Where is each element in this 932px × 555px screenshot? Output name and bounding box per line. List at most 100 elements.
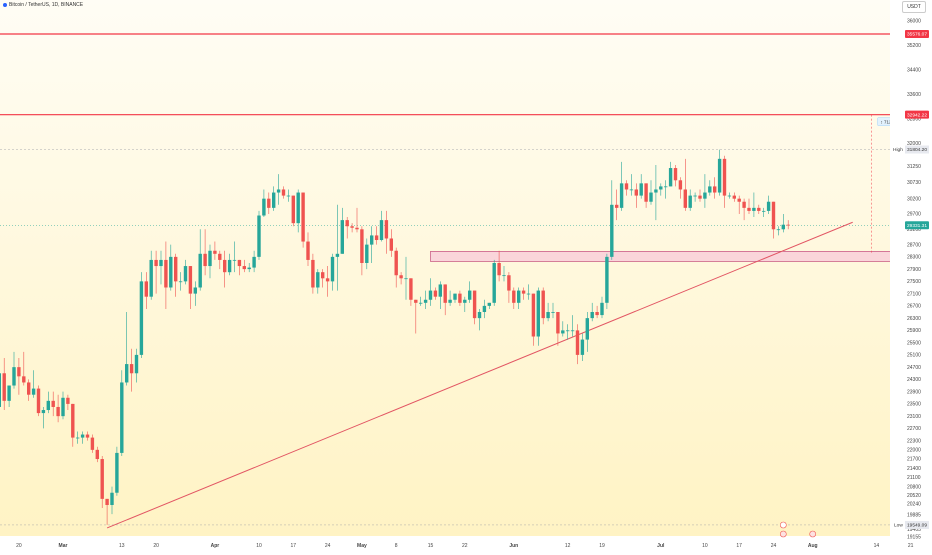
candle[interactable]	[296, 189, 300, 233]
candle[interactable]	[61, 391, 65, 420]
candle[interactable]	[629, 174, 634, 196]
candle[interactable]	[46, 391, 50, 414]
candle[interactable]	[335, 204, 340, 291]
candle[interactable]	[423, 290, 428, 309]
candle[interactable]	[634, 183, 638, 208]
candle[interactable]	[453, 293, 457, 303]
symbol-title[interactable]: Bitcoin / TetherUS, 1D, BINANCE	[3, 2, 83, 8]
candle[interactable]	[683, 158, 687, 211]
candle[interactable]	[752, 192, 756, 218]
candle[interactable]	[51, 391, 55, 417]
event-icon[interactable]	[779, 521, 787, 529]
candle[interactable]	[781, 213, 785, 233]
candle[interactable]	[31, 370, 36, 398]
candle[interactable]	[409, 278, 413, 306]
candle[interactable]	[472, 290, 477, 325]
candle[interactable]	[786, 220, 790, 230]
candle[interactable]	[624, 180, 629, 196]
candle[interactable]	[178, 272, 183, 291]
candle[interactable]	[556, 312, 560, 346]
candle[interactable]	[541, 287, 545, 325]
candle[interactable]	[129, 348, 134, 392]
candle[interactable]	[703, 174, 707, 208]
candle[interactable]	[154, 250, 158, 294]
candle[interactable]	[771, 201, 776, 239]
candle[interactable]	[717, 149, 722, 196]
candle[interactable]	[521, 287, 526, 300]
trendline[interactable]	[106, 221, 853, 529]
candle[interactable]	[664, 180, 668, 199]
candle[interactable]	[7, 385, 11, 407]
candle[interactable]	[732, 192, 736, 202]
candle[interactable]	[399, 272, 403, 285]
candle[interactable]	[12, 351, 16, 389]
candle[interactable]	[659, 183, 663, 196]
candle[interactable]	[448, 290, 452, 306]
candle[interactable]	[306, 232, 310, 267]
candle[interactable]	[188, 266, 193, 309]
candle[interactable]	[281, 186, 286, 199]
candle[interactable]	[713, 177, 717, 199]
candle[interactable]	[605, 253, 609, 309]
candle[interactable]	[2, 357, 6, 411]
candle[interactable]	[727, 192, 732, 199]
candle[interactable]	[379, 210, 384, 242]
flag-icon[interactable]	[779, 530, 787, 538]
candle[interactable]	[507, 272, 511, 303]
candle[interactable]	[291, 195, 295, 227]
candle[interactable]	[183, 259, 188, 285]
candle[interactable]	[673, 164, 678, 187]
candle[interactable]	[458, 290, 462, 306]
candle[interactable]	[404, 256, 408, 300]
candle[interactable]	[688, 189, 692, 211]
candle[interactable]	[71, 403, 75, 447]
candle[interactable]	[698, 189, 702, 202]
candle[interactable]	[428, 278, 433, 306]
candle[interactable]	[570, 315, 575, 337]
candle[interactable]	[272, 186, 276, 211]
candle[interactable]	[110, 486, 114, 515]
candle[interactable]	[619, 161, 624, 211]
candle[interactable]	[497, 250, 501, 282]
candle[interactable]	[17, 357, 21, 395]
candle[interactable]	[139, 272, 144, 358]
candle[interactable]	[487, 302, 491, 309]
candle[interactable]	[551, 302, 555, 319]
candle[interactable]	[267, 192, 271, 214]
candle[interactable]	[149, 250, 153, 300]
candle[interactable]	[316, 269, 320, 294]
candle[interactable]	[757, 204, 761, 214]
candle[interactable]	[95, 446, 99, 463]
candle[interactable]	[394, 247, 398, 288]
candle[interactable]	[722, 155, 727, 208]
candle[interactable]	[678, 177, 683, 199]
candle[interactable]	[232, 241, 237, 273]
candle[interactable]	[654, 164, 658, 221]
candle[interactable]	[546, 302, 550, 322]
candle[interactable]	[668, 161, 673, 187]
candle[interactable]	[742, 198, 746, 221]
candle[interactable]	[80, 431, 85, 444]
candle[interactable]	[693, 192, 697, 202]
candle[interactable]	[144, 272, 148, 309]
candle[interactable]	[164, 241, 168, 309]
price-axis[interactable]	[890, 0, 932, 550]
candle[interactable]	[169, 244, 173, 291]
candle[interactable]	[213, 241, 217, 260]
candle[interactable]	[708, 180, 712, 196]
candle[interactable]	[575, 324, 580, 365]
candle[interactable]	[276, 174, 281, 205]
candle[interactable]	[438, 281, 442, 309]
candle[interactable]	[330, 253, 335, 291]
candle[interactable]	[100, 455, 104, 509]
candle[interactable]	[374, 226, 379, 245]
candle[interactable]	[120, 370, 124, 456]
candle[interactable]	[223, 250, 227, 288]
candle[interactable]	[644, 183, 648, 208]
candle[interactable]	[350, 223, 354, 233]
candle[interactable]	[325, 266, 330, 297]
candle[interactable]	[203, 229, 207, 276]
candle[interactable]	[747, 198, 751, 214]
candle[interactable]	[502, 266, 506, 282]
candle[interactable]	[198, 229, 202, 291]
